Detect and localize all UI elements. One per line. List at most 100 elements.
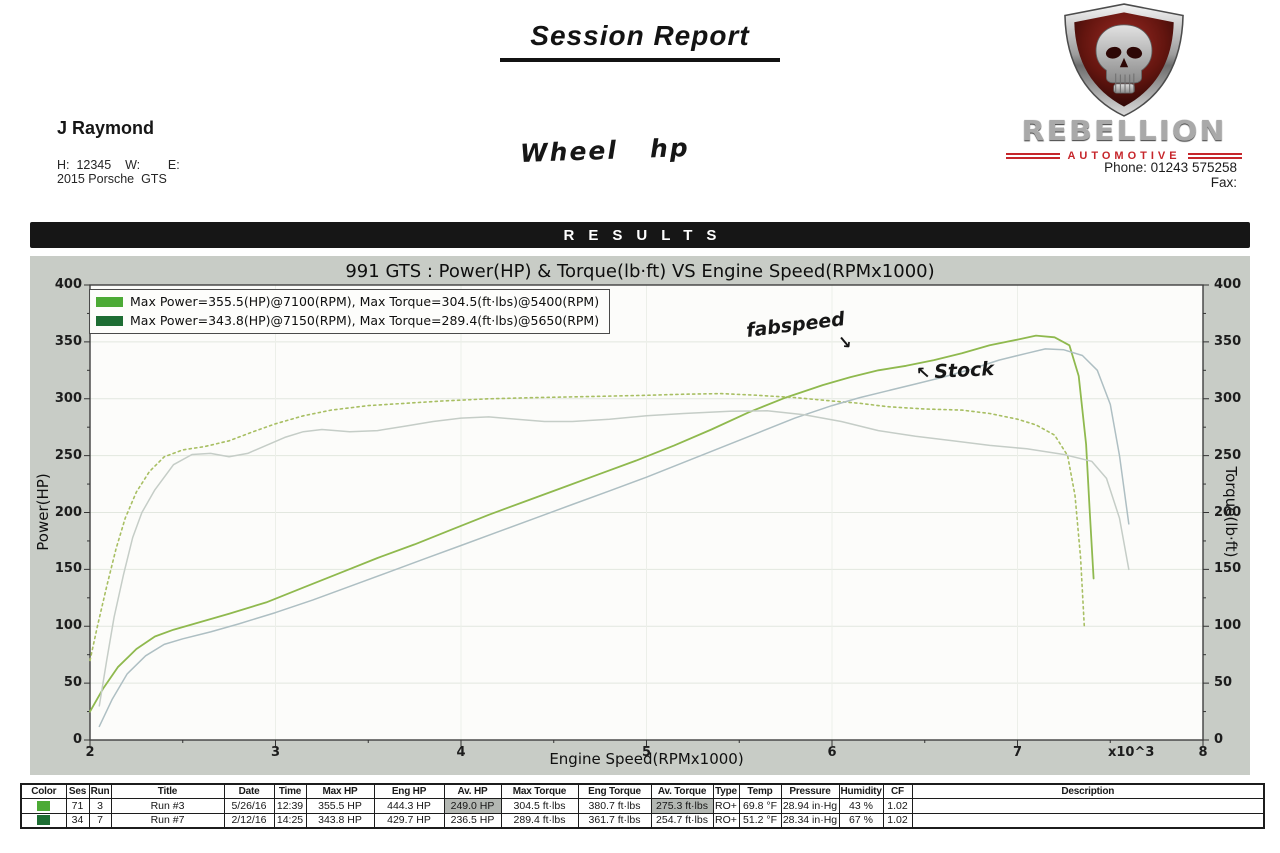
curve-run-3-power-fabspeed [89,334,1095,713]
table-header-time: Time [273,783,307,799]
legend-label: Max Power=343.8(HP)@7150(RPM), Max Torqu… [130,313,600,328]
table-cell-color [20,797,67,814]
shop-contact: Phone: 01243 575258 Fax: [1104,160,1237,190]
brand-sub-row: AUTOMOTIVE [998,150,1250,162]
table-cell-temp: 69.8 °F [738,797,782,814]
table-cell-eng-torque: 380.7 ft·lbs [577,797,652,814]
table-cell-eng-hp: 444.3 HP [373,797,445,814]
table-header-eng-hp: Eng HP [373,783,445,799]
legend-entry-2: Max Power=343.8(HP)@7150(RPM), Max Torqu… [96,313,599,328]
customer-name: J Raymond [57,118,155,138]
curve-run-7-power-stock [98,348,1130,728]
run-color-swatch-icon [37,815,51,826]
chart-title: 991 GTS : Power(HP) & Torque(lb·ft) VS E… [345,261,935,282]
table-header-date: Date [223,783,275,799]
table-cell-time: 14:25 [273,812,307,829]
table-header-humidity: Humidity [838,783,884,799]
x-tick-2: 2 [85,745,95,760]
x-axis-unit-label: x10^3 [1108,745,1155,760]
table-cell-av-hp: 249.0 HP [443,797,502,814]
x-tick-4: 4 [456,745,466,760]
y-tick-left-400: 400 [54,277,82,292]
table-cell-run: 3 [88,797,112,814]
arrow-down-right-icon: ↘ [836,332,853,354]
brand-line-right [1187,153,1243,159]
table-cell-ses: 34 [65,812,90,829]
table-cell-cf: 1.02 [882,797,913,814]
table-cell-run: 7 [88,812,112,829]
table-cell-av-hp: 236.5 HP [443,812,502,829]
table-cell-description [911,797,1265,814]
table-cell-max-torque: 289.4 ft·lbs [500,812,579,829]
brand-name: REBELLION [1021,115,1227,148]
table-header-temp: Temp [738,783,782,799]
x-tick-8: 8 [1198,745,1208,760]
table-cell-type: RO+ [712,797,740,814]
results-table: Color Ses Run Title Date Time Max HP Eng HP Av. … [20,783,1265,829]
chart-legend: Max Power=355.5(HP)@7100(RPM), Max Torqu… [89,289,611,334]
table-row-run-2: 34 7 Run #7 2/12/16 14:25 343.8 HP 429.7 HP 236… [20,812,1265,829]
table-header-max-torque: Max Torque [500,783,579,799]
y-tick-left-350: 350 [54,333,82,349]
table-cell-max-torque: 304.5 ft·lbs [500,797,579,814]
y-tick-right-300: 300 [1214,390,1242,406]
rebellion-logo: REBELLION AUTOMOTIVE [998,2,1250,162]
stock-annotation-text: Stock [933,357,995,384]
y-tick-left-300: 300 [54,390,82,406]
legend-swatch-icon [96,296,123,307]
x-tick-6: 6 [827,745,837,760]
table-cell-humidity: 43 % [838,797,884,814]
y-tick-right-400: 400 [1214,277,1242,292]
brand-sub: AUTOMOTIVE [1067,150,1181,162]
table-header-description: Description [911,783,1265,799]
y-tick-left-100: 100 [54,618,82,634]
table-cell-max-hp: 355.5 HP [305,797,375,814]
table-cell-av-torque: 254.7 ft·lbs [650,812,714,829]
table-cell-pressure: 28.34 in·Hg [780,812,840,829]
table-cell-temp: 51.2 °F [738,812,782,829]
y-tick-right-50: 50 [1214,675,1233,691]
table-cell-cf: 1.02 [882,812,913,829]
y-tick-left-50: 50 [63,675,82,691]
table-header-type: Type [712,783,740,799]
table-header-av-torque: Av. Torque [650,783,714,799]
table-header-color: Color [20,783,67,799]
table-cell-date: 2/12/16 [223,812,275,829]
table-cell-av-torque: 275.3 ft·lbs [650,797,714,814]
legend-swatch-icon [96,315,123,326]
arrow-up-left-icon: ↖ [915,363,931,385]
table-header-ses: Ses [65,783,90,799]
customer-block: J Raymond H: 12345 W: E: 2015 Porsche GT… [57,118,180,186]
y-tick-right-0: 0 [1214,732,1224,747]
table-header-cf: CF [882,783,913,799]
table-cell-humidity: 67 % [838,812,884,829]
table-header-pressure: Pressure [780,783,840,799]
table-cell-color [20,812,67,829]
chart-canvas [84,284,1209,746]
y-tick-left-200: 200 [54,504,82,520]
shop-fax: Fax: [1210,175,1237,190]
y-tick-right-200: 200 [1214,504,1242,520]
brand-line-left [1006,153,1061,159]
table-cell-time: 12:39 [273,797,307,814]
table-cell-max-hp: 343.8 HP [305,812,375,829]
page-title: Session Report [500,20,780,62]
table-row-run-1: 71 3 Run #3 5/26/16 12:39 355.5 HP 444.3 HP 249… [20,797,1265,814]
legend-label: Max Power=355.5(HP)@7100(RPM), Max Torqu… [130,294,600,309]
x-axis-label: Engine Speed(RPMx1000) [549,750,744,768]
shop-phone: Phone: 01243 575258 [1104,160,1237,175]
y-tick-right-100: 100 [1214,618,1242,634]
table-cell-ses: 71 [65,797,90,814]
y-tick-left-0: 0 [72,732,82,747]
y-tick-right-150: 150 [1214,561,1242,577]
table-header-title: Title [110,783,225,799]
y-tick-right-250: 250 [1214,447,1242,463]
results-section-header: RESULTS [30,222,1250,248]
curve-run-7-torque-stock [98,410,1130,707]
report-title-wrap: Session Report [0,20,1280,62]
legend-entry-1: Max Power=355.5(HP)@7100(RPM), Max Torqu… [96,294,599,309]
customer-vehicle-line: 2015 Porsche GTS [57,172,167,186]
customer-contact-line: H: 12345 W: E: [57,158,180,172]
table-header-row: Color Ses Run Title Date Time Max HP Eng HP Av. … [20,783,1265,799]
table-cell-eng-torque: 361.7 ft·lbs [577,812,652,829]
